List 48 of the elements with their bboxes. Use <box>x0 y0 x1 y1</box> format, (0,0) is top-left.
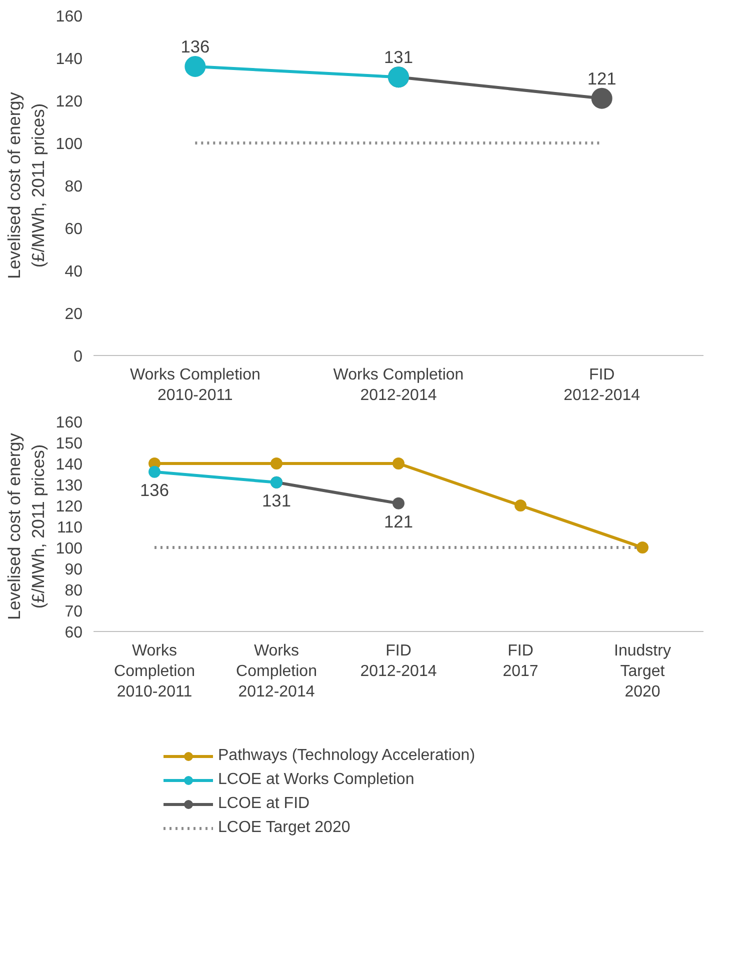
y-tick-label: 70 <box>64 604 83 620</box>
y-tick-label: 20 <box>64 306 83 323</box>
x-tick-label: Works Completion 2012-2014 <box>236 642 317 700</box>
point <box>591 88 612 109</box>
x-tick-label: Inudstry Target 2020 <box>614 642 671 700</box>
point <box>184 56 206 77</box>
y-tick-label: 110 <box>56 520 83 536</box>
y-tick-label: 40 <box>64 264 83 280</box>
x-tick-label: Works Completion 2010-2011 <box>130 366 260 404</box>
y-tick-label: 140 <box>56 51 83 68</box>
point <box>270 458 282 470</box>
x-tick-label: Works Completion 2012-2014 <box>333 366 464 404</box>
x-tick-label: FID 2012-2014 <box>360 642 437 680</box>
x-tick-label: FID 2012-2014 <box>564 366 640 404</box>
y-tick-label: 60 <box>64 221 83 238</box>
y-tick-label: 130 <box>56 478 83 494</box>
data-label: 131 <box>384 47 413 68</box>
y-tick-label: 60 <box>64 624 83 642</box>
y-tick-label: 100 <box>56 136 83 153</box>
y-tick-label: 80 <box>64 582 83 600</box>
y-tick-label: 160 <box>56 414 83 432</box>
legend-label: LCOE at Works Completion <box>218 771 414 789</box>
data-label: 131 <box>262 490 291 510</box>
point <box>392 458 404 470</box>
y-tick-label: 120 <box>56 498 83 516</box>
y-tick-label: 160 <box>56 8 83 26</box>
y-axis-title: Levelised cost of energy (£/MWh, 2011 prices) <box>4 92 48 279</box>
x-tick-label: FID 2017 <box>502 642 538 680</box>
y-tick-label: 120 <box>56 94 83 110</box>
point <box>148 466 160 478</box>
point <box>392 497 404 510</box>
data-label: 121 <box>587 68 616 88</box>
y-tick-label: 0 <box>74 348 83 366</box>
legend-label: LCOE Target 2020 <box>218 819 350 837</box>
legend-label: Pathways (Technology Acceleration) <box>218 747 476 765</box>
data-label: 136 <box>180 36 210 56</box>
point <box>514 500 526 512</box>
data-label: 136 <box>140 480 169 500</box>
y-tick-label: 80 <box>64 178 83 196</box>
legend-label: LCOE at FID <box>218 795 310 813</box>
y-axis-title: Levelised cost of energy (£/MWh, 2011 prices) <box>4 432 48 620</box>
y-tick-label: 90 <box>64 562 83 578</box>
data-label: 121 <box>384 511 413 532</box>
x-tick-label: Works Completion 2010-2011 <box>114 642 195 700</box>
y-tick-label: 150 <box>56 436 83 452</box>
point <box>636 542 648 554</box>
y-tick-label: 140 <box>56 456 83 474</box>
y-tick-label: 100 <box>56 540 83 558</box>
